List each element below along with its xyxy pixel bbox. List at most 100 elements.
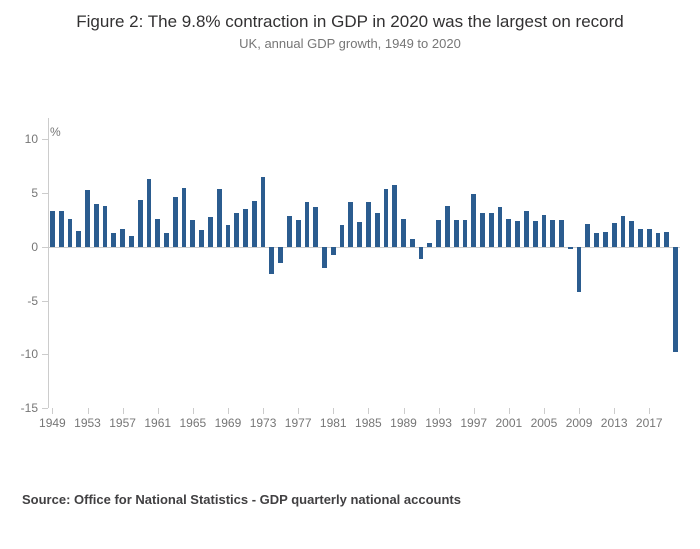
bar [524,211,529,246]
bar [50,211,55,246]
bar [182,188,187,247]
bar [94,204,99,247]
bar [594,233,599,247]
source-text: Source: Office for National Statistics -… [22,492,461,507]
x-tick-label: 1961 [144,416,171,430]
y-tick-label: 10 [8,132,38,146]
bar [480,213,485,247]
bar [269,247,274,274]
bar [76,231,81,247]
x-tick-label: 1989 [390,416,417,430]
bar [568,247,573,249]
bar [612,223,617,247]
y-tick-label: -10 [8,347,38,361]
bar [287,216,292,247]
bar [173,197,178,246]
x-tick-label: 1981 [320,416,347,430]
x-tick [544,408,545,414]
bar [375,213,380,247]
bar [550,220,555,247]
bar [366,202,371,247]
y-tick-label: -5 [8,294,38,308]
x-tick-label: 1993 [425,416,452,430]
bar [252,201,257,247]
bar [392,185,397,247]
y-tick-label: 5 [8,186,38,200]
bar [647,229,652,247]
bar [489,213,494,247]
bar [673,247,678,352]
y-tick-label: -15 [8,401,38,415]
bar [471,194,476,247]
y-unit-label: % [50,125,61,139]
bar [533,221,538,247]
bar [68,219,73,247]
x-tick-label: 2017 [636,416,663,430]
bar [603,232,608,247]
bar [542,215,547,247]
x-tick-label: 1969 [215,416,242,430]
bar [506,219,511,247]
bar [331,247,336,256]
x-tick [88,408,89,414]
x-tick-label: 1973 [250,416,277,430]
bar [129,236,134,247]
x-tick-label: 1977 [285,416,312,430]
x-tick [158,408,159,414]
bar [226,225,231,246]
x-tick-label: 1985 [355,416,382,430]
bar [278,247,283,263]
bar [190,220,195,247]
x-tick [52,408,53,414]
x-tick [263,408,264,414]
x-tick-label: 1957 [109,416,136,430]
x-tick-label: 1965 [179,416,206,430]
y-tick [42,193,48,194]
chart-subtitle: UK, annual GDP growth, 1949 to 2020 [0,36,700,51]
bar [357,222,362,247]
bar [59,211,64,246]
y-tick [42,247,48,248]
x-tick-label: 2005 [531,416,558,430]
x-tick [404,408,405,414]
x-tick [614,408,615,414]
bar [208,217,213,247]
bar [261,177,266,247]
bar [340,225,345,246]
y-tick [42,139,48,140]
bar [436,220,441,247]
bar [199,230,204,247]
chart-container: Figure 2: The 9.8% contraction in GDP in… [0,0,700,549]
bar [103,206,108,247]
x-tick [333,408,334,414]
x-tick-label: 1949 [39,416,66,430]
bar [305,202,310,247]
chart-title: Figure 2: The 9.8% contraction in GDP in… [0,12,700,32]
x-tick-label: 2001 [495,416,522,430]
x-tick [193,408,194,414]
bar [629,221,634,247]
bar [164,233,169,247]
bar [498,207,503,247]
x-tick [228,408,229,414]
bar [621,216,626,247]
bar [463,220,468,247]
bar [638,229,643,247]
plot-area: -15-10-50510%194919531957196119651969197… [48,118,680,408]
bar [313,207,318,247]
bar [296,220,301,247]
bar [85,190,90,247]
bar [111,233,116,247]
bar [454,220,459,247]
bar [577,247,582,292]
x-tick [474,408,475,414]
bar [243,209,248,247]
zero-baseline [48,247,680,248]
bar [138,200,143,247]
y-tick [42,354,48,355]
x-tick [509,408,510,414]
x-tick [649,408,650,414]
y-tick-label: 0 [8,240,38,254]
bar [559,220,564,247]
bar [515,221,520,247]
